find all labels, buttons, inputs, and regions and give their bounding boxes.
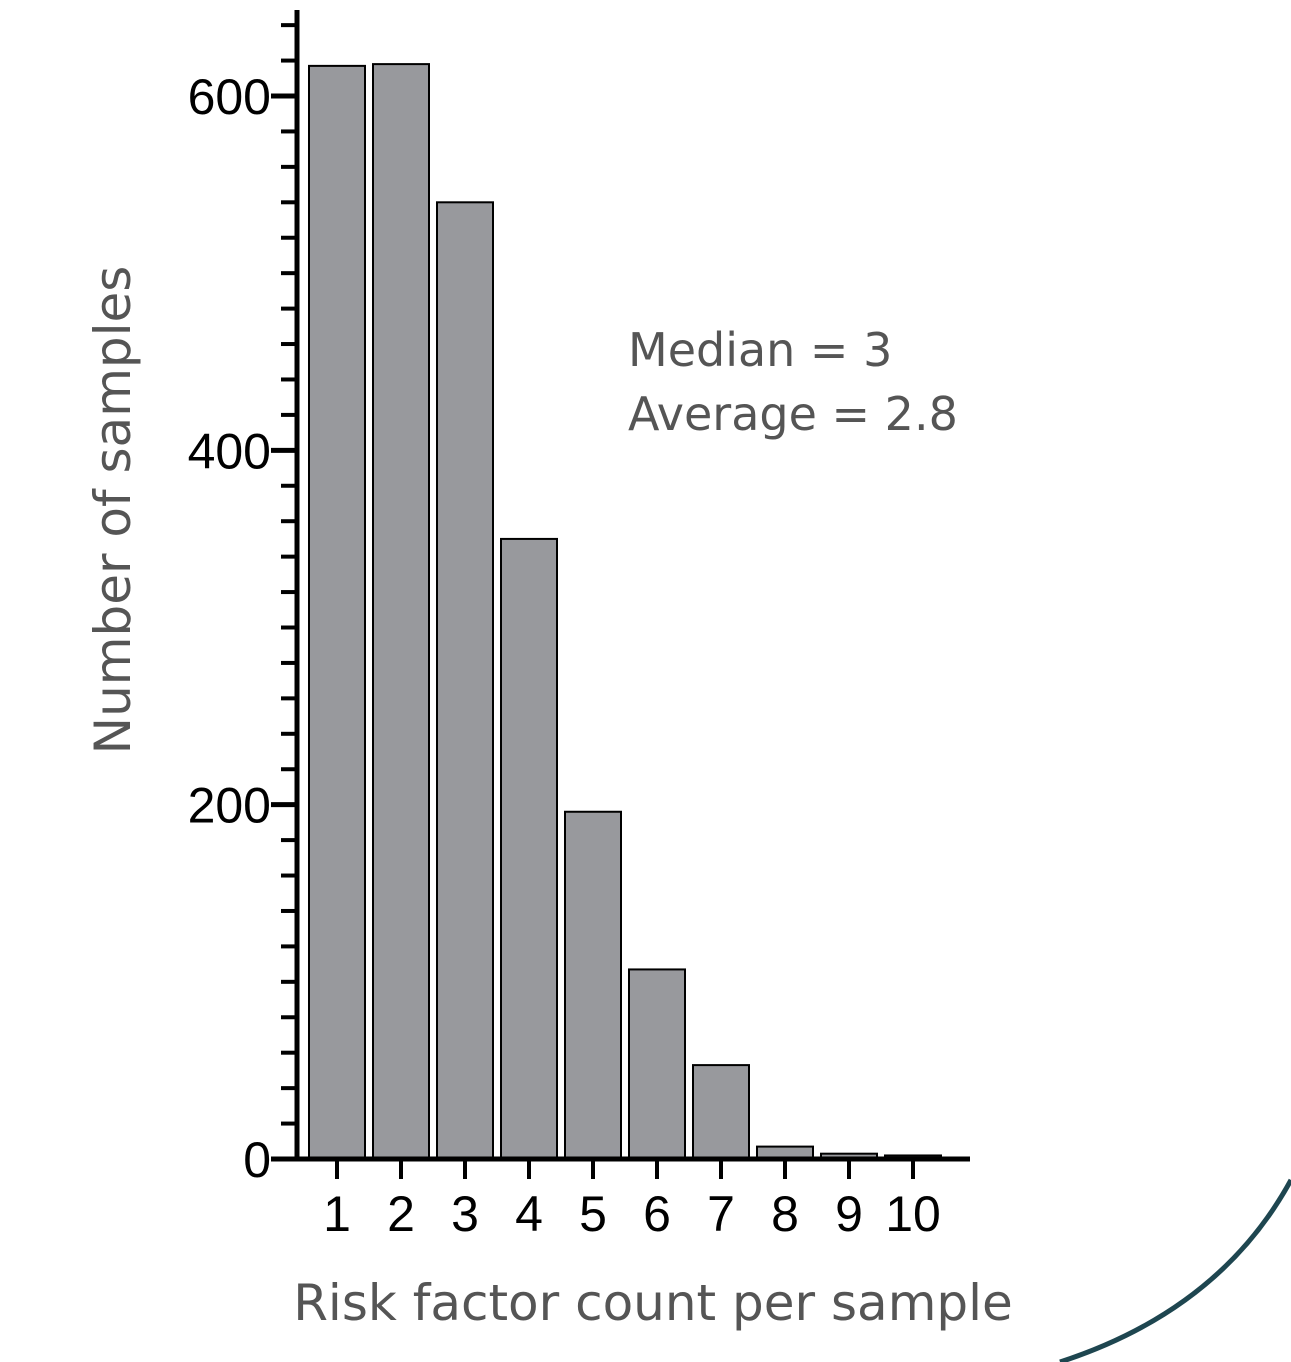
bar-1 — [308, 64, 366, 1160]
x-tick-label: 4 — [515, 1186, 543, 1242]
x-tick-label: 1 — [323, 1186, 351, 1242]
annotation-average: Average = 2.8 — [628, 387, 958, 441]
bar-3 — [436, 201, 494, 1161]
y-tick-label: 600 — [188, 69, 271, 125]
y-axis-title: Number of samples — [84, 266, 142, 755]
bar-4 — [500, 537, 558, 1160]
bar-6 — [628, 968, 686, 1160]
x-tick-label: 8 — [771, 1186, 799, 1242]
y-axis: 0 200 400 600 — [188, 10, 300, 1188]
y-tick-label: 400 — [188, 423, 271, 479]
x-tick-label: 10 — [885, 1186, 941, 1242]
x-axis: 1 2 3 4 5 6 7 8 9 10 — [295, 1156, 970, 1242]
x-tick-label: 9 — [835, 1186, 863, 1242]
x-tick-label: 5 — [579, 1186, 607, 1242]
x-tick-label: 2 — [387, 1186, 415, 1242]
bars-group — [308, 63, 942, 1161]
y-tick-label: 0 — [243, 1132, 271, 1188]
annotation-median: Median = 3 — [628, 323, 892, 377]
decorative-arc — [1059, 1178, 1291, 1362]
x-axis-title: Risk factor count per sample — [293, 1274, 1013, 1332]
x-tick-label: 7 — [707, 1186, 735, 1242]
bar-5 — [564, 810, 622, 1161]
x-tick-label: 6 — [643, 1186, 671, 1242]
bar-2 — [372, 63, 430, 1161]
y-tick-label: 200 — [188, 778, 271, 834]
bar-7 — [692, 1064, 750, 1161]
x-tick-label: 3 — [451, 1186, 479, 1242]
